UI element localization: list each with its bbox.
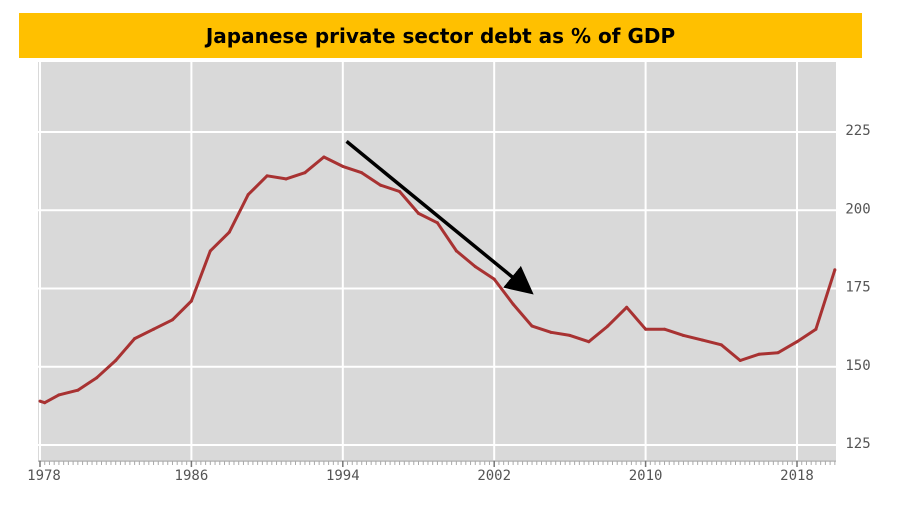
data-point	[133, 337, 137, 341]
chart-title: Japanese private sector debt as % of GDP	[205, 23, 676, 48]
data-point	[663, 327, 667, 331]
plot-area	[38, 62, 836, 460]
data-point	[189, 299, 193, 303]
data-point	[43, 401, 47, 405]
data-point	[435, 221, 439, 225]
data-point	[265, 174, 269, 178]
y-tick-label: 225	[845, 123, 870, 139]
data-point	[95, 376, 99, 380]
data-point	[549, 330, 553, 334]
chart-title-banner: Japanese private sector debt as % of GDP	[19, 13, 862, 58]
data-point	[322, 155, 326, 159]
data-point	[530, 324, 534, 328]
data-point	[814, 327, 818, 331]
x-tick-label: 2018	[780, 468, 814, 484]
data-point	[303, 171, 307, 175]
data-point	[170, 318, 174, 322]
data-point	[227, 230, 231, 234]
y-tick-label: 200	[845, 201, 870, 217]
x-tick-label: 2002	[477, 468, 511, 484]
x-axis: 1978 1986 1994 2002 2010 2018	[27, 460, 836, 484]
data-point	[757, 352, 761, 356]
data-point	[398, 189, 402, 193]
y-tick-label: 150	[845, 358, 870, 374]
x-tick-label: 2010	[629, 468, 663, 484]
data-point	[587, 340, 591, 344]
series-line	[39, 155, 837, 405]
annotations	[345, 140, 534, 295]
data-point	[76, 388, 80, 392]
y-tick-label: 175	[845, 280, 870, 296]
data-point	[417, 211, 420, 215]
data-point	[208, 249, 212, 253]
series-points	[38, 155, 837, 405]
data-point	[152, 327, 156, 331]
data-point	[284, 177, 288, 181]
x-tick-label: 1986	[175, 468, 209, 484]
data-point	[776, 351, 780, 355]
data-point	[492, 277, 496, 281]
data-point	[114, 358, 118, 362]
data-point	[246, 193, 250, 197]
data-point	[38, 399, 42, 403]
data-point	[473, 265, 477, 269]
y-axis-ticks: 125 150 175 200 225	[845, 123, 870, 452]
grid	[38, 62, 836, 460]
trend-arrow	[345, 140, 534, 295]
data-point	[454, 249, 458, 253]
data-point	[681, 333, 685, 337]
data-point	[719, 343, 723, 347]
data-point	[57, 393, 61, 397]
data-point	[700, 338, 704, 342]
data-point	[568, 333, 572, 337]
x-tick-label: 1978	[27, 468, 61, 484]
data-point	[625, 305, 629, 309]
data-point	[644, 327, 648, 331]
data-point	[606, 324, 610, 328]
data-point	[360, 171, 364, 175]
data-point	[795, 340, 799, 344]
data-point	[833, 268, 837, 272]
data-point	[379, 183, 383, 187]
data-point	[511, 302, 515, 306]
data-point	[738, 358, 742, 362]
data-point	[341, 164, 345, 168]
y-tick-label: 125	[845, 436, 870, 452]
x-tick-label: 1994	[326, 468, 360, 484]
